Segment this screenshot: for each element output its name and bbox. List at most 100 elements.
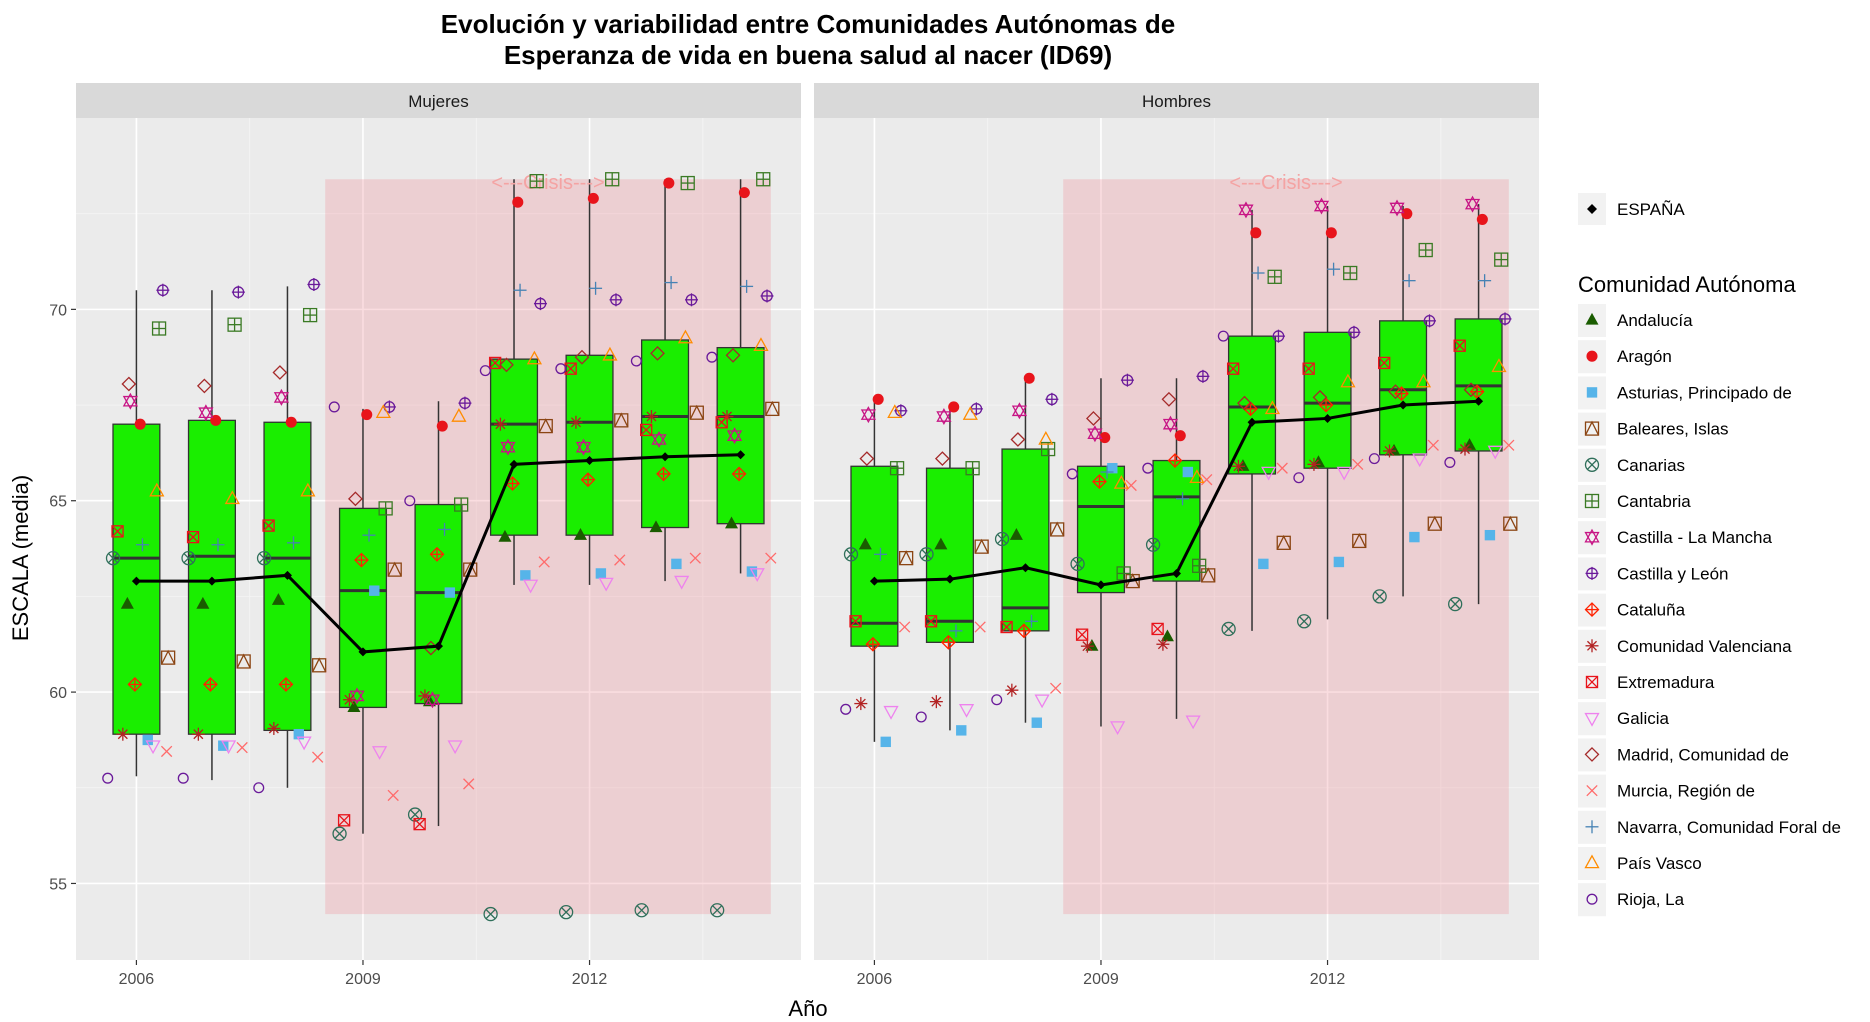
point-canarias — [1372, 589, 1387, 604]
y-tick-label: 60 — [49, 685, 67, 702]
point-comunidad-valenciana — [854, 697, 868, 711]
point-canarias — [710, 903, 725, 918]
point-castilla-la-mancha — [1087, 425, 1103, 443]
legend-key-icon — [1586, 350, 1598, 362]
legend-item-galicia: Galicia — [1578, 702, 1670, 736]
point-castilla-la-mancha — [575, 438, 592, 456]
point-baleares-islas — [1201, 567, 1216, 583]
point-comunidad-valenciana — [1156, 637, 1170, 651]
point-catalu-a — [865, 636, 881, 652]
point-cantabria — [378, 501, 393, 516]
point-baleares-islas — [538, 418, 553, 434]
point-cantabria — [227, 317, 242, 332]
legend-label: Canarias — [1617, 456, 1685, 475]
box-body — [1001, 448, 1050, 632]
legend-key-icon — [1584, 746, 1600, 762]
point-extremadura — [1453, 339, 1466, 352]
point-castilla-la-mancha — [349, 687, 365, 705]
espana-point — [358, 647, 368, 657]
point-castilla-la-mancha — [198, 404, 214, 422]
x-tick-label: 2012 — [572, 971, 608, 988]
point-cantabria — [302, 307, 318, 323]
legend-label: Castilla - La Mancha — [1617, 528, 1773, 547]
point-navarra-comunidad-foral-de — [1176, 492, 1190, 506]
point-arag-n — [1099, 432, 1111, 444]
point-castilla-y-le-n — [1120, 373, 1134, 387]
point-catalu-a — [1243, 401, 1258, 417]
point-castilla-la-mancha — [1011, 402, 1028, 420]
point-andaluc-a — [934, 537, 948, 550]
point-arag-n — [1250, 227, 1262, 239]
point-castilla-y-le-n — [609, 293, 623, 307]
espana-point — [945, 574, 955, 584]
espana-point — [1247, 417, 1257, 427]
legend-key-icon — [1585, 312, 1599, 325]
point-murcia-regi-n-de — [1201, 474, 1213, 486]
point-galicia — [523, 579, 539, 594]
point-galicia — [371, 746, 388, 760]
legend-label: Cantabria — [1617, 492, 1691, 511]
point-murcia-regi-n-de — [387, 789, 399, 802]
point-arag-n — [436, 420, 448, 432]
point-baleares-islas — [1352, 532, 1367, 549]
legend-label: Extremadura — [1617, 673, 1715, 692]
point-pa-s-vasco — [375, 404, 391, 418]
point-cantabria — [1343, 265, 1358, 281]
point-catalu-a — [580, 472, 596, 488]
point-castilla-y-le-n — [156, 283, 170, 297]
point-baleares-islas — [387, 561, 402, 577]
point-castilla-y-le-n — [1045, 392, 1059, 406]
point-andaluc-a — [120, 596, 134, 609]
point-galicia — [447, 740, 463, 755]
point-comunidad-valenciana — [1005, 683, 1019, 697]
point-madrid-comunidad-de — [574, 349, 590, 365]
point-asturias-principado-de — [1182, 466, 1194, 478]
point-extremadura — [1302, 362, 1315, 375]
point-navarra-comunidad-foral-de — [513, 283, 527, 297]
point-catalu-a — [354, 552, 369, 568]
legend-key-icon — [1584, 528, 1600, 546]
point-baleares-islas — [1276, 534, 1291, 550]
point-cantabria — [1494, 252, 1509, 267]
legend-key-bg — [1578, 847, 1606, 880]
facet-strip-label: Mujeres — [408, 92, 468, 111]
point-navarra-comunidad-foral-de — [873, 547, 887, 561]
point-navarra-comunidad-foral-de — [1478, 274, 1492, 288]
legend-label: Aragón — [1617, 347, 1672, 366]
espana-point — [660, 452, 670, 462]
point-madrid-comunidad-de — [1161, 391, 1177, 407]
x-tick-label: 2009 — [345, 971, 381, 988]
point-baleares-islas — [1427, 515, 1442, 531]
point-rioja-la — [630, 355, 642, 367]
point-asturias-principado-de — [880, 736, 891, 748]
legend-key-icon — [1584, 457, 1600, 472]
box-body — [641, 339, 690, 529]
point-comunidad-valenciana — [191, 727, 205, 741]
point-arag-n — [361, 409, 373, 421]
point-navarra-comunidad-foral-de — [1402, 274, 1416, 288]
point-madrid-comunidad-de — [121, 376, 137, 392]
espana-point — [131, 576, 141, 586]
point-canarias — [332, 826, 347, 841]
legend-item-canarias: Canarias — [1578, 448, 1685, 482]
point-murcia-regi-n-de — [312, 751, 324, 763]
point-galicia — [1261, 466, 1277, 481]
espana-point — [1398, 400, 1408, 410]
point-catalu-a — [203, 677, 218, 692]
point-madrid-comunidad-de — [934, 451, 950, 467]
legend-key-espana — [1587, 204, 1597, 214]
point-asturias-principado-de — [595, 568, 607, 579]
point-catalu-a — [278, 677, 294, 692]
point-murcia-regi-n-de — [538, 556, 550, 568]
point-canarias — [919, 547, 934, 562]
legend-label: Madrid, Comunidad de — [1617, 745, 1789, 764]
point-rioja-la — [706, 351, 718, 363]
point-galicia — [674, 575, 690, 590]
point-madrid-comunidad-de — [1388, 384, 1403, 400]
point-arag-n — [134, 418, 146, 430]
point-madrid-comunidad-de — [725, 347, 741, 363]
point-canarias — [407, 807, 423, 822]
point-andaluc-a — [858, 537, 872, 550]
espana-point — [509, 459, 519, 469]
legend-item-pa-s-vasco: País Vasco — [1578, 847, 1702, 880]
